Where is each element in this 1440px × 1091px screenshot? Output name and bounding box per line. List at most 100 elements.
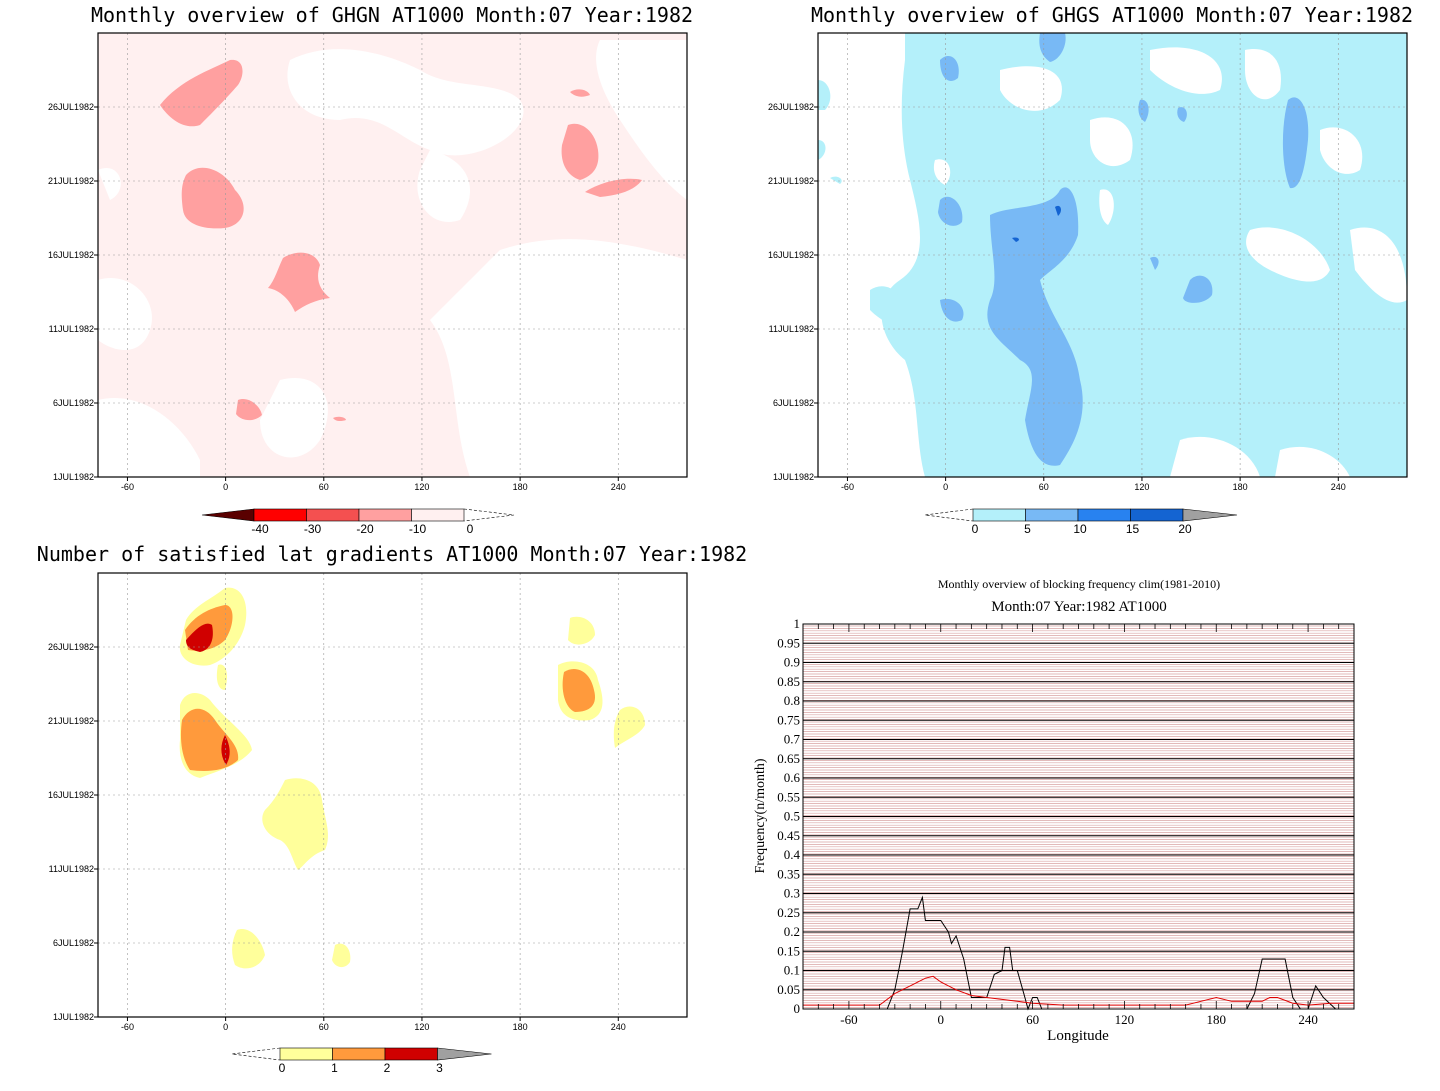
blocking-frame bbox=[802, 623, 1355, 1010]
ghgn-white-region bbox=[98, 398, 200, 477]
colorbar-arrow-min bbox=[924, 508, 974, 522]
latgrad-y-ticks: 1JUL1982 6JUL1982 11JUL1982 16JUL1982 21JUL1… bbox=[48, 642, 98, 1022]
y-tick-label: 1JUL1982 bbox=[53, 1012, 94, 1022]
latgrad-level1-region bbox=[613, 706, 645, 748]
blocking-grid bbox=[803, 623, 1354, 1010]
colorbar-label: 15 bbox=[1126, 522, 1140, 536]
ghgs-light-region bbox=[870, 286, 905, 325]
y-tick-label: 0.4 bbox=[784, 847, 801, 862]
ghgs-panel: Monthly overview of GHGS AT1000 Month:07… bbox=[768, 3, 1413, 536]
ghgn-low-region bbox=[236, 399, 262, 421]
ghgn-title: Monthly overview of GHGN AT1000 Month:07… bbox=[91, 3, 693, 27]
x-tick-label: 180 bbox=[513, 482, 528, 492]
y-tick-label: 1 bbox=[794, 616, 801, 631]
ghgn-low-region bbox=[570, 89, 590, 97]
ghgs-white-region bbox=[1245, 49, 1281, 100]
colorbar-swatch bbox=[358, 508, 412, 522]
ghgn-panel: Monthly overview of GHGN AT1000 Month:07… bbox=[48, 3, 693, 536]
y-tick-label: 21JUL1982 bbox=[768, 176, 814, 186]
ghgs-light-region bbox=[818, 80, 831, 110]
y-tick-label: 0.65 bbox=[777, 751, 800, 766]
ghgn-colorbar: -40 -30 -20 -10 0 bbox=[201, 508, 515, 536]
y-tick-label: 0.85 bbox=[777, 674, 800, 689]
ghgs-mid-region bbox=[1282, 97, 1309, 189]
colorbar-swatch bbox=[972, 508, 1026, 522]
ghgs-mid-region bbox=[1150, 256, 1159, 270]
y-tick-label: 0.55 bbox=[777, 789, 800, 804]
colorbar-arrow-min bbox=[231, 1047, 281, 1061]
y-tick-label: 0.95 bbox=[777, 635, 800, 650]
ghgs-white-region bbox=[1099, 189, 1114, 225]
colorbar-swatch bbox=[306, 508, 360, 522]
x-tick-label: 180 bbox=[1207, 1012, 1227, 1027]
series-line-black bbox=[803, 895, 1354, 1011]
blocking-ylabel: Frequency(n/month) bbox=[753, 758, 768, 873]
x-tick-label: 0 bbox=[223, 1022, 228, 1032]
x-tick-label: 180 bbox=[513, 1022, 528, 1032]
colorbar-label: 10 bbox=[1073, 522, 1087, 536]
x-tick-label: 0 bbox=[223, 482, 228, 492]
ghgs-grid bbox=[818, 33, 1407, 477]
y-tick-label: 0.9 bbox=[784, 655, 800, 670]
x-tick-label: 120 bbox=[414, 482, 429, 492]
colorbar-swatch bbox=[411, 508, 465, 522]
y-tick-label: 26JUL1982 bbox=[48, 642, 94, 652]
colorbar-arrow-max bbox=[463, 508, 515, 522]
y-tick-label: 0.05 bbox=[777, 982, 800, 997]
ghgs-white-region bbox=[1320, 127, 1363, 174]
y-tick-label: 0.3 bbox=[784, 886, 800, 901]
latgrad-colorbar: 0 1 2 3 bbox=[231, 1047, 492, 1075]
x-tick-label: 120 bbox=[1134, 482, 1149, 492]
colorbar-label: 3 bbox=[436, 1061, 443, 1075]
x-tick-label: 60 bbox=[319, 482, 329, 492]
ghgs-white-region bbox=[1246, 227, 1330, 282]
ghgn-x-ticks: -60 0 60 120 180 240 bbox=[121, 477, 626, 492]
y-tick-label: 21JUL1982 bbox=[48, 716, 94, 726]
y-tick-label: 1JUL1982 bbox=[53, 472, 94, 482]
ghgs-white-region bbox=[1000, 66, 1062, 111]
y-tick-label: 0.1 bbox=[784, 963, 800, 978]
y-tick-label: 16JUL1982 bbox=[768, 250, 814, 260]
ghgn-white-region bbox=[260, 378, 328, 458]
ghgs-high-region bbox=[1055, 205, 1062, 216]
colorbar-swatch bbox=[253, 508, 307, 522]
x-tick-label: 180 bbox=[1233, 482, 1248, 492]
x-tick-label: 120 bbox=[414, 1022, 429, 1032]
ghgn-low-region bbox=[585, 178, 642, 197]
ghgs-mid-region bbox=[1039, 33, 1066, 62]
x-tick-label: 240 bbox=[611, 482, 626, 492]
x-tick-label: 120 bbox=[1115, 1012, 1135, 1027]
latgrad-level1-region bbox=[232, 929, 265, 969]
latgrad-level1-region bbox=[262, 778, 329, 870]
x-tick-label: 240 bbox=[1298, 1012, 1318, 1027]
ghgn-y-ticks: 1JUL1982 6JUL1982 11JUL1982 16JUL1982 21JUL1… bbox=[48, 102, 98, 482]
blocking-title: Monthly overview of blocking frequency c… bbox=[938, 577, 1220, 591]
ghgs-white-region bbox=[1150, 47, 1222, 94]
latgrad-title: Number of satisfied lat gradients AT1000… bbox=[37, 542, 747, 566]
colorbar-swatch bbox=[1130, 508, 1184, 522]
y-tick-label: 26JUL1982 bbox=[768, 102, 814, 112]
colorbar-label: 0 bbox=[279, 1061, 286, 1075]
ghgn-low-region bbox=[268, 252, 330, 312]
colorbar-label: 2 bbox=[384, 1061, 391, 1075]
ghgs-mid-region bbox=[940, 56, 959, 81]
ghgs-white-region bbox=[1275, 446, 1350, 477]
x-tick-label: -60 bbox=[121, 1022, 134, 1032]
x-tick-label: 240 bbox=[1331, 482, 1346, 492]
ghgs-colorbar: 0 5 10 15 20 bbox=[924, 508, 1238, 536]
ghgs-white-region bbox=[933, 159, 951, 185]
latgrad-grid bbox=[98, 573, 687, 1017]
ghgn-low-region bbox=[561, 123, 599, 180]
latgrad-level2-region bbox=[562, 669, 596, 712]
x-tick-label: 240 bbox=[611, 1022, 626, 1032]
y-tick-label: 0.35 bbox=[777, 866, 800, 881]
colorbar-swatch bbox=[279, 1047, 333, 1061]
y-tick-label: 0.8 bbox=[784, 693, 800, 708]
y-tick-label: 0.7 bbox=[784, 732, 801, 747]
y-tick-label: 0.45 bbox=[777, 828, 800, 843]
ghgn-white-region bbox=[417, 150, 470, 222]
y-tick-label: 6JUL1982 bbox=[53, 938, 94, 948]
y-tick-label: 21JUL1982 bbox=[48, 176, 94, 186]
ghgn-grid bbox=[98, 33, 687, 477]
